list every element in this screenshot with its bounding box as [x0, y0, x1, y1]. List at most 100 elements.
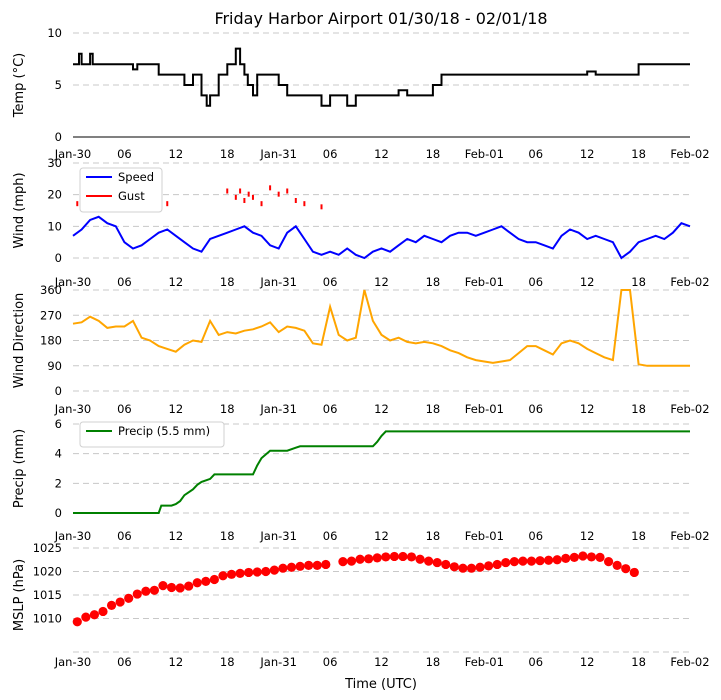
data-point-gust	[247, 191, 250, 197]
data-point-mslp	[501, 557, 511, 568]
data-point-mslp	[526, 556, 537, 566]
data-point-mslp	[561, 553, 571, 563]
y-tick-label-mslp: 1025	[33, 541, 62, 555]
x-tick-label: Feb-02	[670, 655, 709, 669]
y-tick-label-dir: 270	[40, 308, 62, 322]
panel-dir: 0 90 180 270 360 Wind Direction Jan-30 06 12 18 Ja…	[12, 283, 710, 416]
x-tick-label: 18	[631, 529, 646, 543]
data-point-mslp	[81, 612, 91, 622]
data-point-mslp	[578, 551, 588, 561]
data-point-mslp	[621, 564, 631, 574]
data-point-mslp	[346, 556, 357, 566]
data-point-mslp	[72, 617, 82, 627]
data-point-mslp	[304, 560, 314, 570]
data-point-mslp	[544, 555, 554, 565]
x-tick-label: 06	[528, 402, 543, 416]
x-tick-label: 06	[117, 275, 132, 289]
y-tick-label-dir: 360	[40, 283, 62, 297]
series-line-temp	[73, 47, 690, 107]
x-tick-label: 18	[220, 147, 235, 161]
y-axis-title-wind: Wind (mph)	[12, 172, 27, 248]
data-point-mslp	[244, 567, 254, 578]
data-point-mslp	[535, 556, 545, 566]
y-axis-title-dir: Wind Direction	[12, 293, 27, 389]
data-point-mslp	[372, 553, 382, 563]
x-tick-label: 18	[426, 529, 441, 543]
x-tick-label: 18	[426, 655, 441, 669]
data-point-mslp	[98, 606, 108, 617]
x-tick-label: 18	[631, 275, 646, 289]
data-point-mslp	[458, 563, 468, 573]
data-point-gust	[166, 201, 169, 207]
data-point-gust	[243, 198, 246, 203]
y-axis-title-temp: Temp (°C)	[12, 53, 27, 119]
x-tick-label: 06	[323, 529, 338, 543]
x-axis-title: Time (UTC)	[344, 677, 417, 692]
data-point-mslp	[466, 563, 477, 573]
data-point-mslp	[235, 568, 245, 578]
y-tick-label-precip: 4	[55, 447, 62, 461]
x-tick-label: Jan-30	[54, 529, 92, 543]
y-tick-label-wind: 20	[47, 188, 62, 202]
panel-wind: 0 10 20 30 Wind (mph) Jan-30 06 12 18 Jan-31 06 12 1…	[12, 156, 710, 289]
x-tick-label: 12	[169, 402, 184, 416]
y-tick-label-precip: 0	[55, 506, 62, 520]
legend-label: Gust	[118, 189, 145, 203]
y-tick-label-mslp: 1010	[33, 612, 62, 626]
chart-title: Friday Harbor Airport 01/30/18 - 02/01/1…	[214, 9, 547, 28]
data-point-gust	[226, 188, 229, 194]
data-point-mslp	[595, 552, 605, 563]
data-point-mslp	[364, 554, 374, 564]
x-tick-label: Jan-31	[259, 655, 297, 669]
data-point-mslp	[415, 554, 425, 564]
data-point-gust	[260, 201, 263, 207]
x-tick-label: Feb-01	[465, 275, 504, 289]
data-point-mslp	[492, 559, 502, 570]
x-tick-label: Jan-30	[54, 147, 92, 161]
x-tick-label: 06	[117, 655, 132, 669]
data-point-mslp	[295, 561, 305, 571]
x-tick-label: 06	[528, 529, 543, 543]
x-tick-label: 06	[323, 402, 338, 416]
data-point-mslp	[124, 593, 134, 603]
y-tick-label-precip: 6	[55, 417, 62, 431]
data-point-mslp	[629, 567, 639, 578]
x-tick-label: 12	[374, 402, 389, 416]
x-tick-label: 12	[580, 147, 595, 161]
data-point-mslp	[509, 557, 519, 567]
y-axis-title-mslp: MSLP (hPa)	[12, 559, 27, 631]
series-line-direction	[72, 289, 690, 367]
y-tick-label-temp: 0	[55, 130, 62, 144]
data-point-mslp	[192, 578, 202, 588]
data-point-mslp	[209, 574, 219, 585]
data-point-mslp	[175, 583, 185, 593]
x-tick-label: 12	[374, 655, 389, 669]
y-tick-label-wind: 0	[55, 251, 62, 265]
data-point-mslp	[398, 551, 408, 562]
y-tick-label-temp: 5	[55, 78, 62, 92]
data-point-gust	[234, 194, 237, 200]
panel-temp: 0 5 10 Temp (°C) Jan-30 06 12 18 Jan-31 06 12 18 Feb…	[12, 26, 710, 161]
data-point-mslp	[218, 571, 228, 581]
data-point-mslp	[475, 562, 485, 572]
data-point-mslp	[201, 576, 211, 586]
data-point-mslp	[586, 552, 597, 562]
y-tick-label-precip: 2	[55, 476, 62, 490]
data-point-mslp	[261, 566, 271, 577]
data-point-mslp	[484, 561, 494, 571]
data-point-mslp	[424, 556, 434, 566]
data-point-mslp	[389, 551, 399, 562]
data-point-gust	[277, 191, 280, 197]
x-tick-label: 06	[117, 529, 132, 543]
x-tick-label: 06	[117, 402, 132, 416]
data-point-gust	[239, 188, 242, 194]
x-tick-label: 18	[220, 655, 235, 669]
y-tick-label-mslp: 1015	[33, 588, 62, 602]
data-point-mslp	[106, 600, 117, 610]
panel-precip: 0 2 4 6 Precip (mm) Jan-30 06 12 18 Jan-31 06 12 18 F…	[12, 417, 710, 543]
x-tick-label: 12	[169, 655, 184, 669]
y-tick-label-wind: 10	[47, 219, 62, 233]
data-point-mslp	[441, 559, 451, 570]
data-point-gust	[320, 204, 323, 210]
